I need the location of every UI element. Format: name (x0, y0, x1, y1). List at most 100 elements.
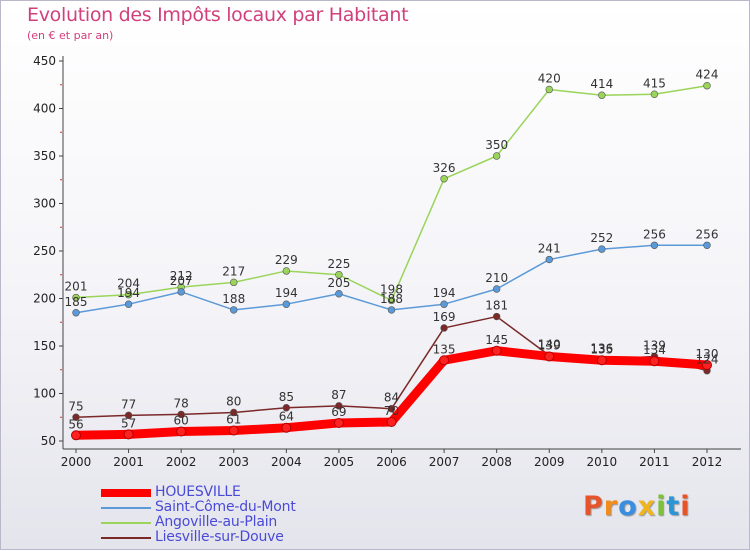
data-label: 77 (121, 397, 136, 411)
data-label: 188 (380, 292, 403, 306)
data-point (545, 85, 553, 94)
data-label: 181 (485, 299, 508, 313)
x-tick-label: 2009 (534, 455, 565, 469)
legend-item: Angoville-au-Plain (101, 515, 296, 530)
data-label: 210 (485, 271, 508, 285)
data-point (439, 355, 450, 366)
legend-label: Saint-Côme-du-Mont (155, 499, 296, 515)
x-tick-label: 2000 (61, 455, 92, 469)
data-point (387, 306, 396, 314)
data-label: 78 (174, 396, 189, 410)
logo-letter: P (583, 491, 604, 522)
data-label: 75 (68, 399, 83, 413)
data-label: 57 (121, 416, 136, 430)
data-label: 198 (380, 282, 403, 296)
data-point (386, 417, 397, 427)
data-point (124, 300, 133, 308)
legend-swatch (101, 521, 151, 524)
y-tick-label: 450 (33, 54, 56, 68)
data-point (123, 429, 134, 440)
data-point (598, 91, 606, 99)
data-point (177, 410, 185, 419)
data-label: 414 (590, 77, 613, 91)
data-point (335, 290, 343, 298)
data-label: 326 (433, 161, 456, 175)
legend-label: HOUESVILLE (155, 484, 241, 500)
data-point (72, 413, 80, 421)
data-label: 56 (68, 417, 83, 431)
x-tick-label: 2002 (166, 455, 197, 469)
legend-item: Saint-Côme-du-Mont (101, 500, 296, 515)
data-point (124, 411, 133, 420)
data-point (650, 90, 659, 98)
x-tick-label: 2008 (481, 455, 512, 469)
x-tick-label: 2007 (429, 455, 460, 469)
data-label: 241 (538, 242, 561, 256)
data-point (387, 296, 396, 305)
data-point (440, 324, 448, 332)
data-point (440, 175, 448, 183)
data-label: 194 (117, 286, 140, 300)
data-point (596, 355, 607, 366)
data-point (230, 408, 238, 417)
data-point (228, 425, 239, 436)
logo-letter: i (656, 491, 667, 522)
data-point (71, 430, 81, 441)
y-tick-label: 400 (33, 102, 56, 116)
proxiti-logo: Proxiti (583, 491, 691, 522)
data-label: 135 (590, 342, 613, 356)
data-label: 252 (590, 231, 613, 245)
data-label: 64 (279, 410, 294, 424)
data-label: 69 (331, 405, 346, 419)
data-label: 185 (65, 295, 88, 309)
chart-subtitle: (en € et par an) (27, 29, 114, 42)
data-label: 130 (696, 347, 719, 361)
data-label: 415 (643, 76, 666, 90)
data-label: 70 (384, 404, 399, 418)
data-point (282, 300, 291, 308)
x-tick-label: 2001 (113, 455, 144, 469)
data-point (702, 360, 712, 370)
data-point (440, 300, 448, 308)
data-label: 139 (538, 338, 561, 352)
data-point (124, 291, 133, 299)
series-lines (71, 81, 712, 441)
data-label: 204 (117, 277, 140, 291)
data-point (492, 152, 501, 160)
data-labels: 201 204 212 217 229 225 198 326 350 420 414 415 424 1… (65, 68, 719, 432)
data-label: 139 (643, 338, 666, 352)
data-label: 212 (170, 269, 193, 283)
x-tick-label: 2003 (218, 455, 249, 469)
logo-letter: o (618, 491, 638, 522)
y-tick-label: 150 (33, 339, 56, 353)
x-tick-label: 2011 (639, 455, 670, 469)
data-label: 80 (226, 395, 241, 409)
logo-letter: x (637, 491, 657, 522)
data-label: 135 (433, 342, 456, 356)
data-point (544, 351, 555, 362)
data-label: 61 (226, 413, 241, 427)
legend: HOUESVILLE Saint-Côme-du-Mont Angoville-au… (101, 485, 296, 545)
data-label: 85 (279, 390, 294, 404)
data-point (335, 402, 343, 410)
data-label: 420 (538, 72, 561, 86)
logo-letter: i (680, 491, 691, 522)
data-point (335, 271, 343, 279)
data-point (650, 241, 659, 250)
data-label: 229 (275, 253, 298, 267)
x-tick-label: 2004 (271, 455, 302, 469)
data-label: 424 (696, 68, 719, 82)
data-label: 84 (384, 391, 399, 405)
data-point (176, 426, 187, 437)
x-tick-label: 2005 (324, 455, 355, 469)
data-point (282, 267, 291, 275)
data-label: 350 (485, 138, 508, 152)
legend-item: Liesville-sur-Douve (101, 530, 296, 545)
data-point (545, 255, 553, 264)
data-point (491, 345, 502, 356)
data-label: 205 (327, 276, 350, 290)
data-label: 60 (174, 414, 189, 428)
data-label: 140 (538, 338, 561, 352)
